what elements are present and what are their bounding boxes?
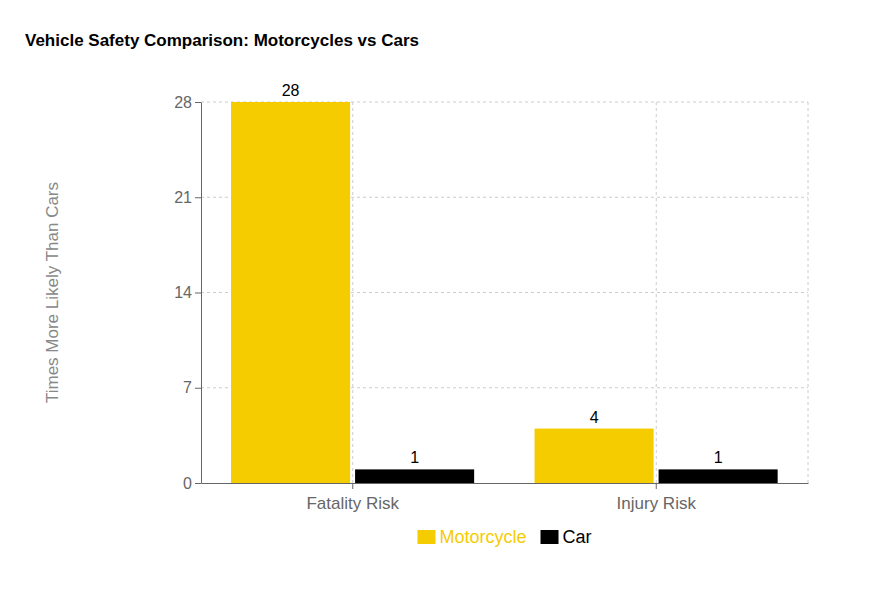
data-label: 1 xyxy=(410,449,419,466)
x-tick-mark xyxy=(656,483,657,489)
y-tick-label: 7 xyxy=(183,379,192,396)
y-axis-line xyxy=(201,103,202,484)
bar xyxy=(231,102,350,483)
grid-line xyxy=(352,102,353,483)
y-tick: 21 xyxy=(174,189,201,206)
title: Vehicle Safety Comparison: Motorcycles v… xyxy=(25,31,419,50)
y-tick-label: 21 xyxy=(174,189,192,206)
data-label: 28 xyxy=(282,82,300,99)
y-tick-mark xyxy=(195,197,201,198)
y-tick-mark xyxy=(195,388,201,389)
x-tick-label: Injury Risk xyxy=(617,494,697,513)
frame-line xyxy=(808,102,809,483)
grid xyxy=(201,102,808,483)
data-label: 1 xyxy=(714,449,723,466)
y-axis: 0 7 14 21 28 xyxy=(174,94,201,492)
y-tick: 0 xyxy=(183,475,201,492)
legend-swatch xyxy=(417,530,435,544)
x-tick-label: Fatality Risk xyxy=(306,494,399,513)
x-tick-mark xyxy=(352,483,353,489)
y-tick: 28 xyxy=(174,94,201,111)
data-labels: 28 4 1 1 xyxy=(282,82,723,466)
x-axis: Fatality Risk Injury Risk xyxy=(202,483,809,513)
legend: Motorcycle Car xyxy=(417,527,591,547)
y-tick-label: 0 xyxy=(183,475,192,492)
data-label: 4 xyxy=(590,409,599,426)
bar xyxy=(535,429,654,483)
x-axis-line xyxy=(202,483,809,484)
y-tick-mark xyxy=(195,102,201,103)
bar xyxy=(659,469,778,483)
y-tick-label: 14 xyxy=(174,284,192,301)
legend-item: Motorcycle xyxy=(417,527,526,547)
x-tick: Fatality Risk xyxy=(306,483,399,513)
bars xyxy=(231,102,778,483)
legend-label: Car xyxy=(563,527,592,547)
legend-label: Motorcycle xyxy=(439,527,526,547)
y-axis-title: Times More Likely Than Cars xyxy=(43,182,62,403)
plot: 28 4 1 1 0 7 14 21 28 Fatality Risk Injury Risk xyxy=(174,82,808,513)
legend-swatch xyxy=(541,530,559,544)
y-tick: 14 xyxy=(174,284,201,301)
bar xyxy=(355,469,474,483)
legend-item: Car xyxy=(541,527,592,547)
chart: Vehicle Safety Comparison: Motorcycles v… xyxy=(0,0,872,595)
y-tick-label: 28 xyxy=(174,94,192,111)
x-tick: Injury Risk xyxy=(617,483,697,513)
y-tick-mark xyxy=(195,293,201,294)
y-tick-mark xyxy=(195,483,201,484)
grid-line xyxy=(656,102,657,483)
y-tick: 7 xyxy=(183,379,201,396)
